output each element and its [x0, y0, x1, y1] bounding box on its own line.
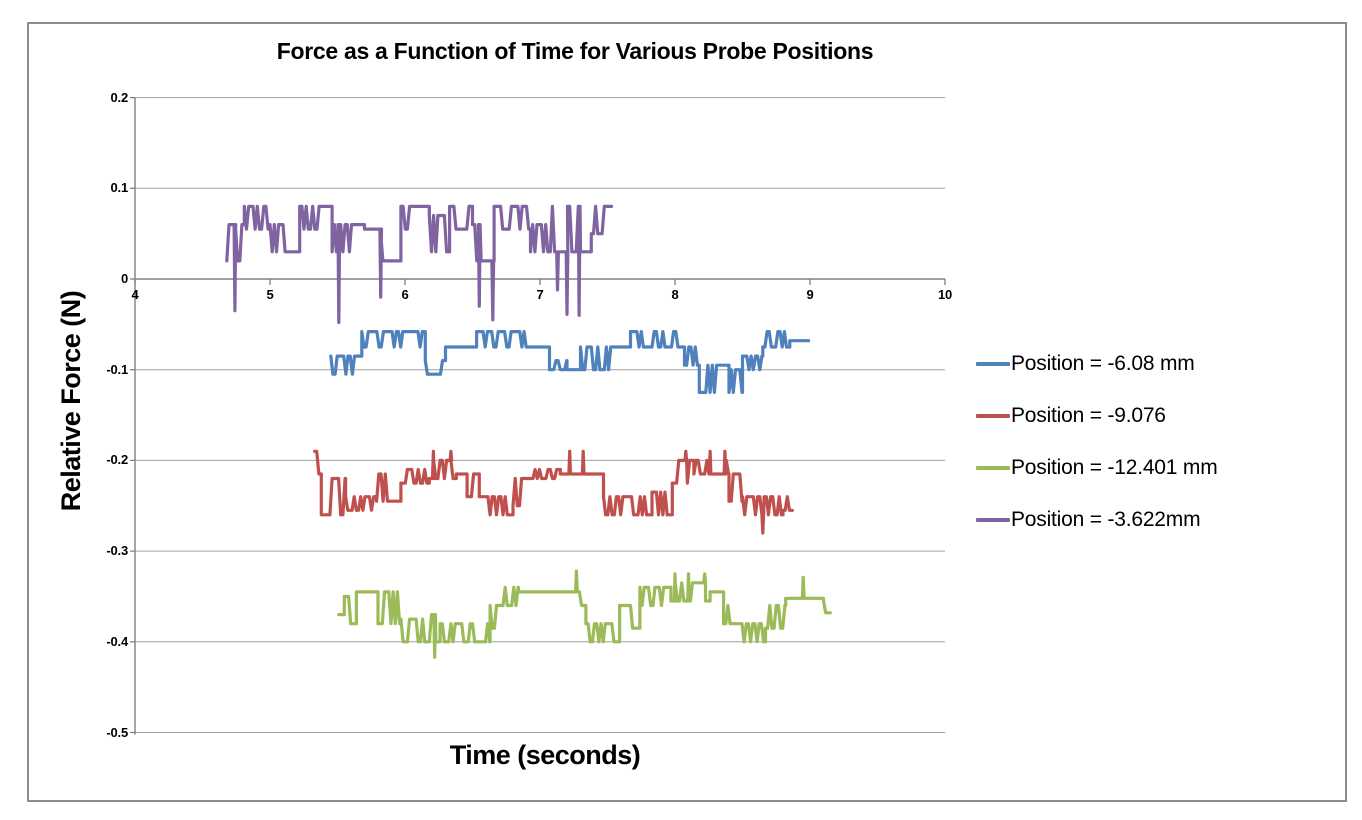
y-tick-label: -0.3 [106, 543, 128, 559]
legend: Position = -6.08 mm Position = -9.076 Posi… [976, 351, 1218, 533]
series-line-4 [225, 204, 614, 325]
legend-label: Position = -6.08 mm [1011, 352, 1195, 375]
series-line-1 [329, 330, 811, 394]
x-tick-label: 5 [266, 287, 274, 302]
y-tick-label: -0.5 [106, 724, 128, 740]
legend-entry: Position = -12.401 mm [976, 455, 1218, 481]
x-tick-label: 8 [671, 287, 679, 302]
x-tick-label: 10 [937, 287, 953, 302]
chart-title: Force as a Function of Time for Various … [276, 38, 874, 64]
legend-label: Position = -9.076 [1011, 404, 1166, 427]
legend-line-swatch [976, 361, 1010, 367]
legend-label: Position = -3.622mm [1011, 508, 1201, 531]
legend-line-swatch [976, 413, 1010, 419]
legend-entry: Position = -9.076 [976, 403, 1218, 429]
x-tick-label: 6 [401, 287, 409, 302]
y-tick-label: -0.2 [106, 452, 128, 468]
legend-label: Position = -12.401 mm [1011, 456, 1218, 479]
legend-entry: Position = -3.622mm [976, 507, 1218, 533]
x-axis-title: Time (seconds) [449, 740, 641, 770]
legend-line-swatch [976, 465, 1010, 471]
y-tick-label: 0 [120, 271, 128, 286]
x-tick-label: 4 [131, 287, 139, 302]
x-tick-label: 7 [536, 287, 544, 302]
chart-frame [27, 22, 1347, 802]
legend-line-swatch [976, 517, 1010, 523]
legend-entry: Position = -6.08 mm [976, 351, 1218, 377]
series-line-3 [337, 569, 832, 659]
y-tick-label: -0.1 [106, 361, 128, 377]
y-tick-label: 0.1 [110, 180, 129, 196]
y-tick-label: -0.4 [106, 633, 128, 649]
series-line-2 [313, 449, 795, 535]
y-axis-title: Relative Force (N) [56, 290, 86, 512]
y-tick-label: 0.2 [110, 89, 129, 105]
x-tick-label: 9 [806, 287, 814, 302]
